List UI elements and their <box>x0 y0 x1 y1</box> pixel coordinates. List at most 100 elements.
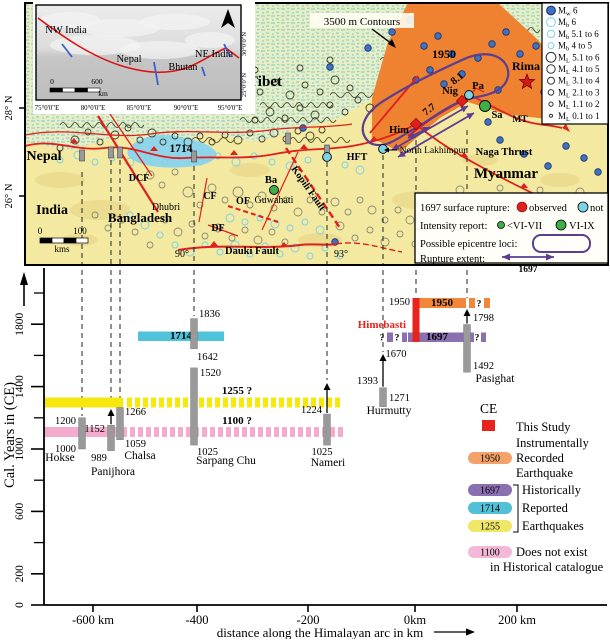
band-dash <box>135 397 140 408</box>
seismicity-open-circle <box>281 114 289 122</box>
seismicity-open-circle <box>171 168 179 176</box>
himalayan-arc-line <box>37 17 240 74</box>
band-dash <box>226 427 231 437</box>
seismicity-open-circle <box>246 201 254 209</box>
seismicity-open-circle <box>256 88 264 96</box>
event-band-1697: ?? ? 1697 <box>380 331 486 344</box>
y-tick-label: 200 <box>14 565 26 583</box>
fault-arrowhead-icon <box>562 124 570 132</box>
band-dash <box>247 397 252 408</box>
seismicity-cyan-circle <box>171 241 179 249</box>
seismicity-open-circle <box>305 131 315 141</box>
scale-bar-segment <box>51 237 65 244</box>
legend-pill-1255 <box>468 520 512 532</box>
x-axis-title: distance along the Himalayan arc in km <box>217 625 423 639</box>
magnitude-symbol-icon <box>546 5 556 16</box>
age-label: 1642 <box>197 352 218 363</box>
seismicity-open-circle <box>268 228 276 236</box>
band-dash <box>330 427 335 437</box>
seismicity-cyan-circle <box>156 231 164 239</box>
seismicity-open-circle <box>251 116 259 124</box>
seismicity-cyan-circle <box>301 218 309 226</box>
band-dash <box>387 332 393 342</box>
observed-label: observed <box>529 203 568 214</box>
map-markers <box>269 73 536 195</box>
fault-line <box>24 123 417 159</box>
seismicity-open-circle <box>182 186 194 198</box>
event-band-1714: 1714 <box>138 330 224 342</box>
seismicity-cyan-circle <box>341 161 349 169</box>
band-dash <box>290 427 295 437</box>
seismicity-open-circle <box>171 132 179 140</box>
seismicity-cyan-circle <box>214 152 222 160</box>
band-solid <box>408 332 466 342</box>
inset-label: NW India <box>45 25 87 36</box>
this-study-swatch <box>482 420 495 431</box>
rima-star-icon <box>518 73 536 90</box>
fault-line <box>177 243 337 251</box>
band-dash <box>218 427 223 437</box>
band-dash <box>183 397 188 408</box>
event-band-1950: ? 1950 <box>419 297 490 310</box>
this-study-bar <box>412 298 420 342</box>
site-name-label: Pasighat <box>476 373 516 385</box>
contours-note: 3500 m Contours <box>324 16 400 28</box>
band-dash <box>274 427 279 437</box>
band-dash <box>223 397 228 408</box>
band-dash <box>311 397 316 408</box>
lat-label: 28° N <box>4 95 15 120</box>
sub: L <box>566 57 570 64</box>
fault-line <box>207 224 239 237</box>
map-label: Nepal <box>27 149 62 164</box>
seismicity-open-circle <box>326 101 334 109</box>
sub: L <box>566 104 570 111</box>
seismicity-cyan-circle <box>196 158 204 166</box>
intensity-high-dot-icon <box>555 219 567 231</box>
seismicity-open-circle <box>241 226 249 234</box>
seismicity-open-circle <box>118 216 126 224</box>
seismicity-cyan-circle <box>290 243 300 253</box>
band-year-label: 1950 <box>431 297 454 309</box>
age-label: 1224 <box>301 405 323 416</box>
site-name-label: Chalsa <box>124 450 155 462</box>
legend-pill-1697 <box>468 484 512 496</box>
map-label: 1950 <box>432 47 456 61</box>
band-dash <box>481 332 486 342</box>
map-label: Nig <box>442 86 459 97</box>
inset-relief <box>50 35 140 55</box>
band-dash <box>242 427 247 437</box>
legend-this-study: This Study <box>516 420 571 434</box>
lat-label: 26° N <box>4 183 15 208</box>
age-range-bar <box>323 413 331 446</box>
fault-line <box>261 151 299 231</box>
band-year-label: 1697 <box>426 331 449 343</box>
uncertainty-question-mark: ? <box>380 334 385 344</box>
band-year-label: 1255 ? <box>222 385 252 397</box>
map-label: DF <box>211 223 224 234</box>
inset-label: Bhutan <box>169 62 198 73</box>
sub: L <box>566 81 570 88</box>
site-name-label: Sarpang Chu <box>196 455 256 467</box>
rest: 4 to 5 <box>569 41 592 51</box>
inset-lon-label: 80°0'0"E <box>81 105 105 112</box>
band-year-label: 1100 ? <box>222 415 252 427</box>
seismicity-open-circle <box>346 84 354 92</box>
age-label: 1798 <box>473 313 494 324</box>
seismicity-open-circle <box>405 215 415 225</box>
mw6-blue-dot <box>488 40 496 48</box>
legend-pill-1950 <box>468 452 512 464</box>
inset-label: Nepal <box>116 54 141 65</box>
seismicity-cyan-circle <box>161 158 169 166</box>
site-name-label: Hokse <box>45 452 74 464</box>
fault-line <box>198 177 208 223</box>
mw6-blue-dot <box>532 42 540 50</box>
seismicity-open-circle <box>232 186 244 198</box>
inset-scale-zero: 0 <box>50 77 54 86</box>
thrust-teeth-icon <box>210 241 218 246</box>
age-label: 989 <box>91 453 107 464</box>
extent-year-label: 1697 <box>519 265 538 275</box>
scale-zero: 0 <box>38 226 43 236</box>
band-dash <box>295 397 300 408</box>
site-panijhora: 1152 989 Panijhora <box>84 409 135 478</box>
